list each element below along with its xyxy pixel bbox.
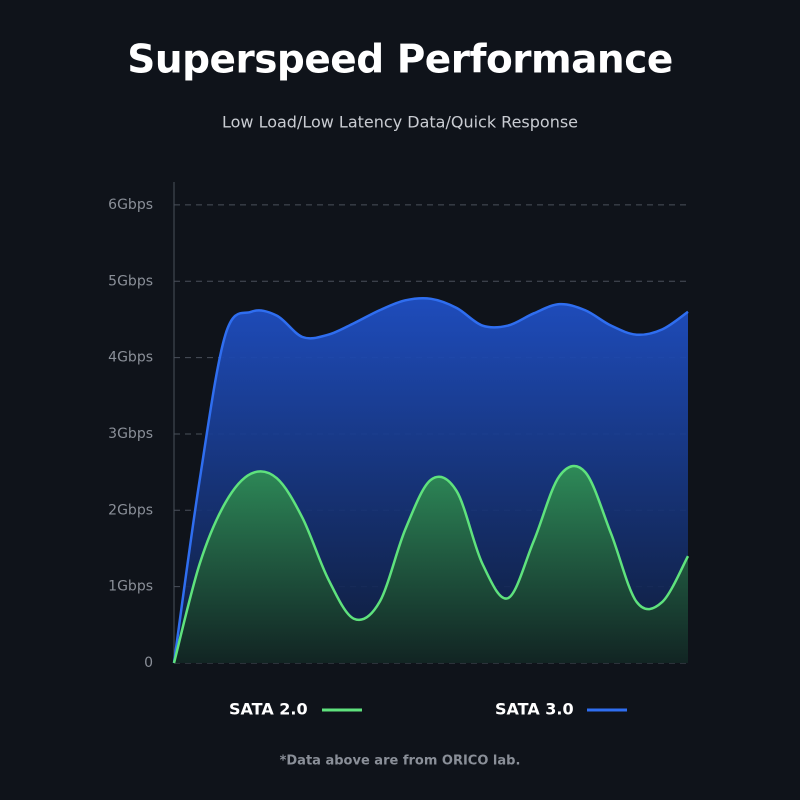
chart-title: Superspeed Performance xyxy=(127,38,673,83)
series-line xyxy=(172,464,690,664)
y-tick-label: 0 xyxy=(144,655,153,671)
area-fill xyxy=(174,466,688,663)
series-line xyxy=(172,296,689,664)
y-tick-label: 6Gbps xyxy=(108,197,153,213)
y-tick-label: 1Gbps xyxy=(108,579,153,595)
chart-subtitle: Low Load/Low Latency Data/Quick Response xyxy=(222,113,578,132)
legend-label: SATA 2.0 xyxy=(229,700,308,719)
y-tick-label: 4Gbps xyxy=(108,350,153,366)
legend-label: SATA 3.0 xyxy=(495,700,574,719)
footnote: *Data above are from ORICO lab. xyxy=(280,754,521,769)
y-tick-label: 5Gbps xyxy=(108,273,153,289)
y-tick-label: 3Gbps xyxy=(108,426,153,442)
y-tick-label: 2Gbps xyxy=(108,502,153,518)
